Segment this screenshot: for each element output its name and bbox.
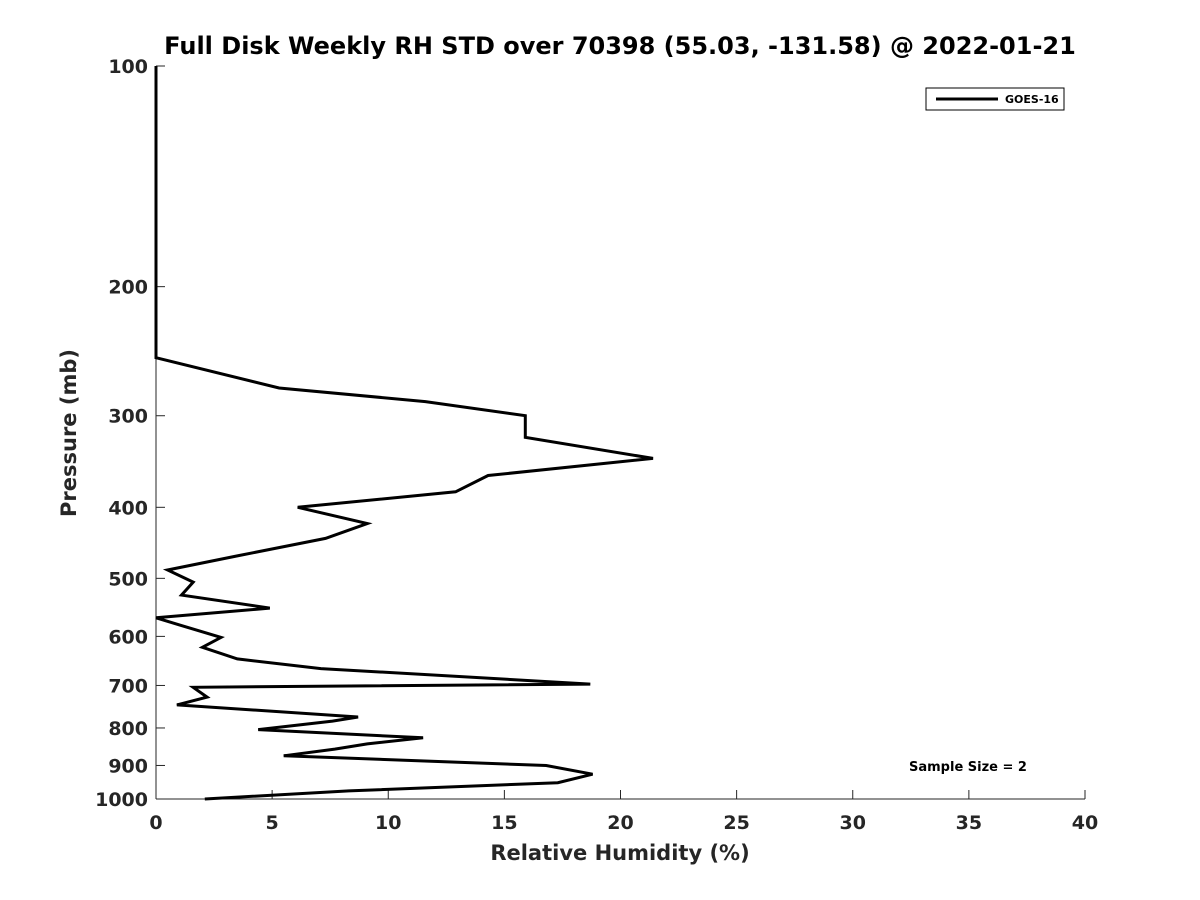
x-axis-ticks: 0 5 10 15 20 25 30 35 40 bbox=[149, 790, 1098, 834]
x-axis-label: Relative Humidity (%) bbox=[490, 841, 749, 865]
y-tick-label: 200 bbox=[108, 277, 148, 299]
legend-entry: GOES-16 bbox=[1005, 93, 1059, 106]
x-tick-label: 5 bbox=[266, 812, 279, 834]
sample-size-annotation: Sample Size = 2 bbox=[909, 760, 1027, 775]
y-tick-label: 600 bbox=[108, 626, 148, 648]
y-tick-label: 100 bbox=[108, 56, 148, 78]
x-tick-label: 0 bbox=[149, 812, 162, 834]
x-tick-label: 30 bbox=[840, 812, 866, 834]
legend: GOES-16 bbox=[925, 87, 1065, 111]
x-tick-label: 10 bbox=[375, 812, 401, 834]
y-tick-label: 500 bbox=[108, 568, 148, 590]
chart-title: Full Disk Weekly RH STD over 70398 (55.0… bbox=[164, 32, 1076, 60]
y-tick-label: 900 bbox=[108, 755, 148, 777]
axes bbox=[155, 66, 1085, 800]
x-tick-label: 25 bbox=[723, 812, 749, 834]
y-axis-ticks: 100 200 300 400 500 600 700 800 900 1000 bbox=[95, 56, 165, 811]
y-axis-label: Pressure (mb) bbox=[57, 349, 81, 517]
y-tick-label: 800 bbox=[108, 718, 148, 740]
x-tick-label: 15 bbox=[491, 812, 517, 834]
series-line-goes-16 bbox=[154, 66, 654, 801]
x-tick-label: 35 bbox=[956, 812, 982, 834]
y-tick-label: 300 bbox=[108, 406, 148, 428]
x-tick-label: 20 bbox=[607, 812, 633, 834]
x-tick-label: 40 bbox=[1072, 812, 1098, 834]
y-tick-label: 700 bbox=[108, 675, 148, 697]
y-tick-label: 400 bbox=[108, 497, 148, 519]
plot-area bbox=[154, 66, 654, 801]
y-tick-label: 1000 bbox=[95, 789, 148, 811]
